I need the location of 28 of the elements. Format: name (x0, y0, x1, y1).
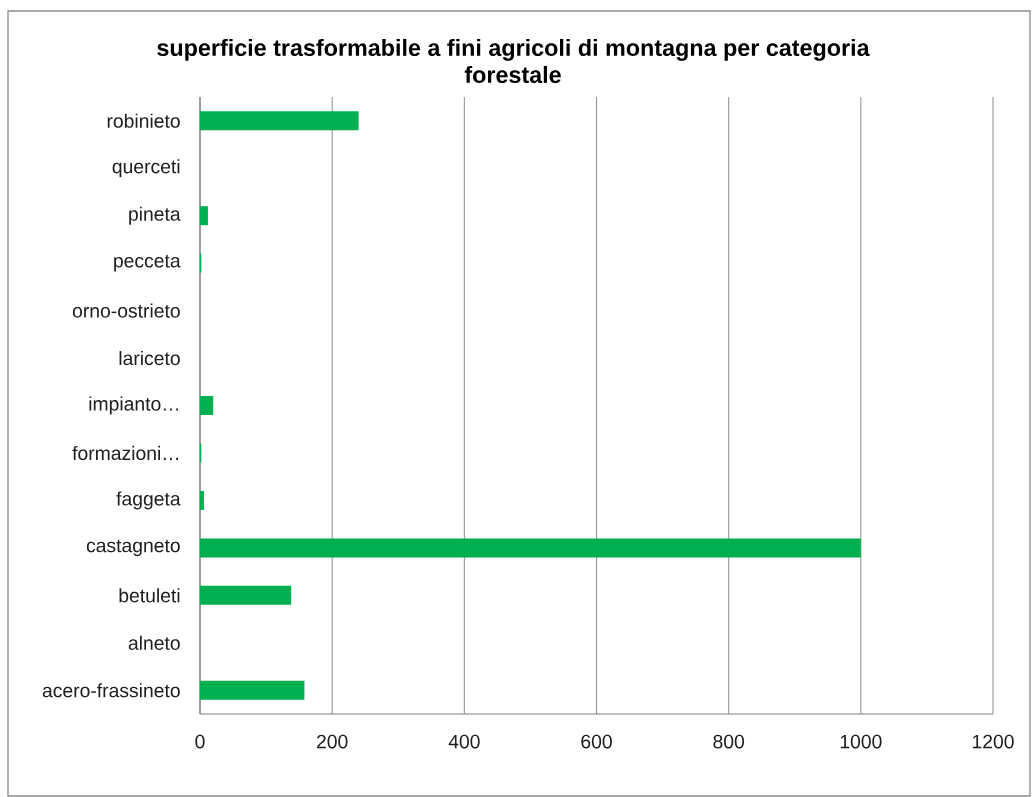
y-tick-label: robinieto (107, 113, 180, 128)
bar (200, 111, 359, 131)
y-tick-label: impianto… (89, 396, 178, 415)
bar (200, 585, 292, 605)
y-tick-label: querceti (112, 159, 180, 178)
x-tick-label: 200 (317, 734, 348, 749)
bar (200, 538, 861, 558)
x-tick-label: 0 (195, 734, 205, 749)
y-tick-label: orno-ostrieto (72, 303, 180, 318)
x-tick-label: 1000 (840, 734, 882, 749)
x-tick-label: 1200 (972, 734, 1014, 749)
bar (200, 490, 204, 510)
y-tick-label: castagneto (86, 539, 180, 557)
y-tick-label: alneto (128, 635, 180, 650)
x-tick-label: 800 (713, 734, 745, 749)
bar (200, 680, 305, 700)
y-tick-label: lariceto (119, 350, 180, 366)
chart-title: superficie trasformabile a fini agricoli di montagna per categoria forestale (157, 38, 870, 84)
y-tick-label: formazioni… (72, 445, 178, 461)
y-tick-label: pecceta (114, 254, 181, 272)
bar (200, 396, 214, 415)
y-tick-label: faggeta (116, 491, 181, 510)
x-tick-label: 600 (581, 734, 612, 749)
y-tick-label: pineta (129, 206, 181, 225)
y-tick-label: acero-frassineto (42, 683, 180, 698)
bar (200, 206, 208, 226)
y-tick-label: betuleti (119, 588, 180, 603)
x-tick-label: 400 (448, 734, 480, 749)
